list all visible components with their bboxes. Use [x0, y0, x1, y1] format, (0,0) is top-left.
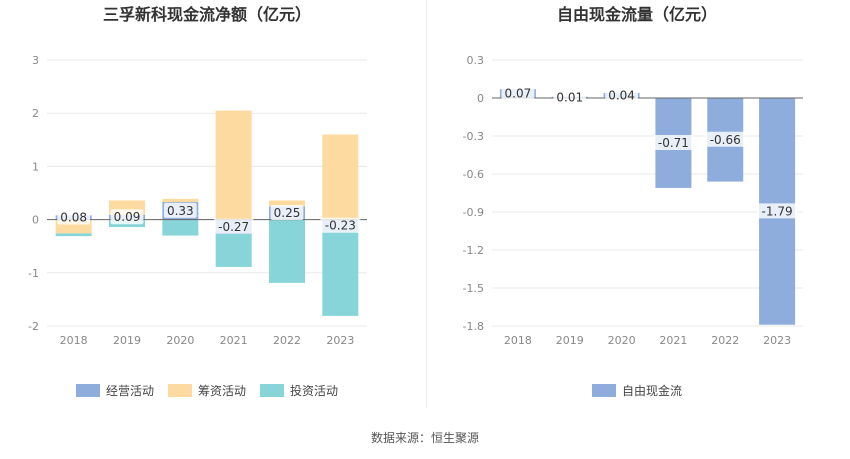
- chart2-x-tick-label: 2020: [608, 334, 636, 347]
- chart2-data-label-2022: -0.66: [710, 133, 741, 147]
- chart2-legend-swatch-1: [592, 384, 616, 397]
- chart2-data-label-bg: [705, 131, 746, 147]
- chart2-data-label-2021: -0.71: [658, 136, 689, 150]
- chart1-bar-3-2021: [215, 233, 252, 267]
- chart1-legend-swatch-2: [168, 384, 192, 397]
- chart1-y-tick-label: 1: [32, 160, 39, 173]
- chart1-x-tick-label: 2023: [326, 334, 354, 347]
- chart2-data-label-bg: [605, 87, 638, 103]
- chart1-x-tick-label: 2019: [113, 334, 141, 347]
- chart1-bar-2-2022: [269, 200, 305, 207]
- chart2-y-tick-label: 0: [477, 92, 484, 105]
- chart1-legend-label-2: 筹资活动: [198, 384, 246, 398]
- chart2-x-tick-label: 2022: [711, 334, 739, 347]
- chart2-title: 自由现金流量（亿元）: [557, 5, 717, 24]
- chart1-data-label-2022: 0.25: [274, 206, 301, 220]
- chart1-x-tick-label: 2022: [273, 334, 301, 347]
- chart1-bar-2-2020: [162, 198, 199, 203]
- chart2-data-label-bg: [553, 89, 587, 105]
- chart1-y-tick-label: 2: [32, 107, 39, 120]
- chart1-data-label-2018: 0.08: [60, 210, 87, 224]
- chart1-y-tick-label: 0: [32, 214, 39, 227]
- chart1-x-tick-label: 2021: [220, 334, 248, 347]
- chart2-x-tick-label: 2018: [504, 334, 532, 347]
- chart1-data-label-bg: [320, 217, 361, 233]
- chart2-y-tick-label: -1.8: [463, 320, 484, 333]
- chart1-y-tick-label: 3: [32, 54, 39, 67]
- chart2-data-label-bg: [501, 85, 535, 101]
- chart2-x-tick-label: 2021: [659, 334, 687, 347]
- chart1-bar-2-2023: [322, 134, 359, 220]
- chart1-data-label-2021: -0.27: [218, 220, 249, 234]
- chart2-y-tick-label: -1.5: [463, 282, 484, 295]
- chart1-legend-label-1: 经营活动: [106, 384, 154, 398]
- chart1-legend-swatch-3: [260, 384, 284, 397]
- chart1-data-label-bg: [110, 209, 144, 225]
- chart2-data-label-bg: [653, 134, 694, 150]
- chart2-legend-label-1: 自由现金流: [622, 383, 682, 398]
- chart1-bar-2-2021: [215, 110, 252, 220]
- panel-divider: [426, 0, 427, 408]
- chart1-bar-3-2022: [269, 219, 305, 283]
- chart1-bar-3-2023: [322, 231, 359, 316]
- chart1-legend-label-3: 投资活动: [290, 383, 338, 398]
- chart1-title: 三孚新科现金流净额（亿元）: [103, 5, 311, 24]
- chart1-y-tick-label: -2: [28, 320, 39, 333]
- chart1-x-tick-label: 2020: [166, 334, 194, 347]
- chart1-data-label-bg: [213, 218, 254, 234]
- chart2-y-tick-label: -0.3: [463, 130, 484, 143]
- chart2-x-tick-label: 2019: [556, 334, 584, 347]
- chart1-bar-3-2020: [162, 219, 199, 236]
- chart1-data-label-2019: 0.09: [114, 210, 141, 224]
- chart2-y-tick-label: -0.9: [463, 206, 484, 219]
- chart2-y-tick-label: -0.6: [463, 168, 484, 181]
- chart1-legend-swatch-1: [76, 384, 100, 397]
- source-label: 数据来源：恒生聚源: [370, 431, 479, 445]
- chart2-data-label-bg: [757, 203, 798, 219]
- chart2-y-tick-label: 0.3: [467, 54, 485, 67]
- chart1-data-label-2023: -0.23: [325, 219, 356, 233]
- chart1-data-label-2020: 0.33: [167, 204, 194, 218]
- chart2-data-label-2019: 0.01: [556, 90, 583, 104]
- chart1-x-tick-label: 2018: [60, 334, 88, 347]
- chart2-data-label-2023: -1.79: [762, 204, 793, 218]
- chart2-data-label-2018: 0.07: [505, 87, 532, 101]
- chart1-data-label-bg: [57, 209, 91, 225]
- chart2-data-label-2020: 0.04: [608, 88, 635, 102]
- chart1-bar-3-2018: [55, 233, 92, 237]
- chart1-data-label-bg: [163, 202, 197, 218]
- chart1-y-tick-label: -1: [28, 267, 39, 280]
- chart2-x-tick-label: 2023: [763, 334, 791, 347]
- chart2-y-tick-label: -1.2: [463, 244, 484, 257]
- chart1-data-label-bg: [270, 204, 304, 220]
